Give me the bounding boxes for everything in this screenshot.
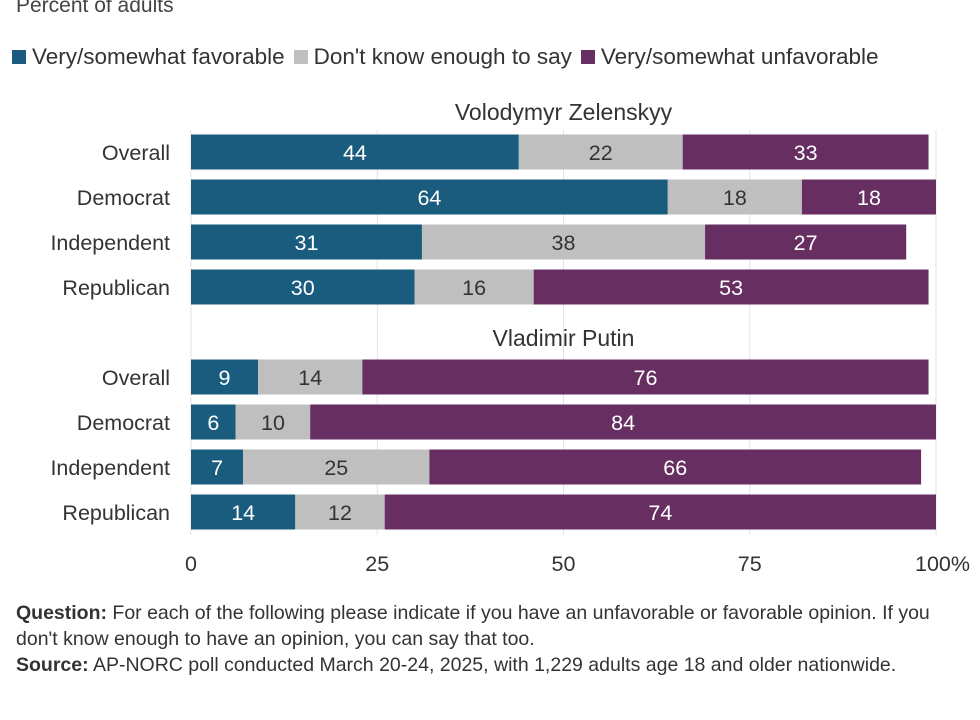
- bar-segment: [384, 494, 936, 530]
- legend-swatch: [12, 50, 26, 64]
- bar-segment: [429, 449, 922, 485]
- data-label: 22: [589, 141, 613, 165]
- legend-item: Don't know enough to say: [293, 44, 572, 70]
- category-label: Independent: [50, 231, 170, 255]
- bar-segment: [235, 404, 311, 440]
- data-label: 27: [794, 231, 818, 255]
- question-label: Question:: [16, 602, 107, 624]
- bar-segment: [705, 224, 907, 260]
- data-label: 12: [328, 501, 352, 525]
- bar-segment: [191, 269, 415, 305]
- category-label: Overall: [102, 366, 170, 390]
- x-tick-label: 25: [365, 552, 389, 576]
- data-label: 30: [291, 276, 315, 300]
- source-note: Source: AP-NORC poll conducted March 20-…: [16, 652, 966, 678]
- data-label: 14: [231, 501, 255, 525]
- category-label: Independent: [50, 456, 170, 480]
- bar-segment: [295, 494, 385, 530]
- data-label: 16: [462, 276, 486, 300]
- data-label: 6: [207, 411, 219, 435]
- data-label: 84: [611, 411, 635, 435]
- x-tick-label: 0: [185, 552, 197, 576]
- data-label: 44: [343, 141, 367, 165]
- data-label: 64: [417, 186, 441, 210]
- legend-label: Very/somewhat unfavorable: [600, 44, 879, 69]
- data-label: 31: [295, 231, 319, 255]
- bar-segment: [533, 269, 929, 305]
- bar-segment: [191, 224, 422, 260]
- bar-segment: [414, 269, 534, 305]
- data-label: 18: [857, 186, 881, 210]
- legend: Very/somewhat favorable Don't know enough…: [12, 42, 888, 72]
- bar-segment: [362, 359, 929, 395]
- bar-segment: [191, 179, 668, 215]
- bar-segment: [243, 449, 430, 485]
- data-label: 38: [552, 231, 576, 255]
- category-label: Republican: [62, 276, 170, 300]
- bar-segment: [191, 359, 259, 395]
- chart-notes: Question: For each of the following plea…: [16, 600, 966, 678]
- data-label: 76: [633, 366, 657, 390]
- data-label: 14: [298, 366, 322, 390]
- category-label: Democrat: [77, 186, 170, 210]
- bar-segment: [667, 179, 802, 215]
- bar-segment: [191, 449, 244, 485]
- source-label: Source:: [16, 654, 89, 676]
- legend-swatch: [580, 50, 595, 64]
- question-note: Question: For each of the following plea…: [16, 600, 966, 652]
- x-tick-label: 100%: [915, 552, 970, 576]
- legend-item: Very/somewhat unfavorable: [580, 44, 879, 70]
- bar-segment: [310, 404, 936, 440]
- source-text: AP-NORC poll conducted March 20-24, 2025…: [92, 654, 897, 676]
- bar-segment: [191, 494, 296, 530]
- category-label: Overall: [102, 141, 170, 165]
- legend-swatch: [293, 50, 308, 64]
- category-label: Democrat: [77, 411, 170, 435]
- bar-segment: [421, 224, 706, 260]
- legend-label: Don't know enough to say: [313, 44, 572, 69]
- data-label: 33: [794, 141, 818, 165]
- bar-segment: [682, 134, 929, 170]
- panel-title: Volodymyr Zelenskyy: [455, 99, 673, 125]
- bar-segment: [191, 404, 236, 440]
- x-tick-label: 75: [738, 552, 762, 576]
- data-label: 9: [219, 366, 231, 390]
- data-label: 18: [723, 186, 747, 210]
- data-label: 66: [663, 456, 687, 480]
- question-text: For each of the following please indicat…: [16, 602, 930, 650]
- data-label: 25: [324, 456, 348, 480]
- bar-segment: [258, 359, 363, 395]
- bar-segment: [518, 134, 683, 170]
- bar-segment: [801, 179, 936, 215]
- stacked-bar-chart: Volodymyr Zelenskyy Overall 44 22 33 Democrat…: [50, 99, 970, 576]
- panel-title: Vladimir Putin: [493, 325, 635, 351]
- bar-segment: [191, 134, 519, 170]
- x-tick-label: 50: [552, 552, 576, 576]
- legend-label: Very/somewhat favorable: [32, 44, 285, 69]
- data-label: 10: [261, 411, 285, 435]
- legend-item: Very/somewhat favorable: [12, 44, 285, 70]
- category-label: Republican: [62, 501, 170, 525]
- data-label: 7: [211, 456, 223, 480]
- data-label: 53: [719, 276, 743, 300]
- data-label: 74: [648, 501, 672, 525]
- chart-subtitle: Percent of adults: [16, 0, 174, 17]
